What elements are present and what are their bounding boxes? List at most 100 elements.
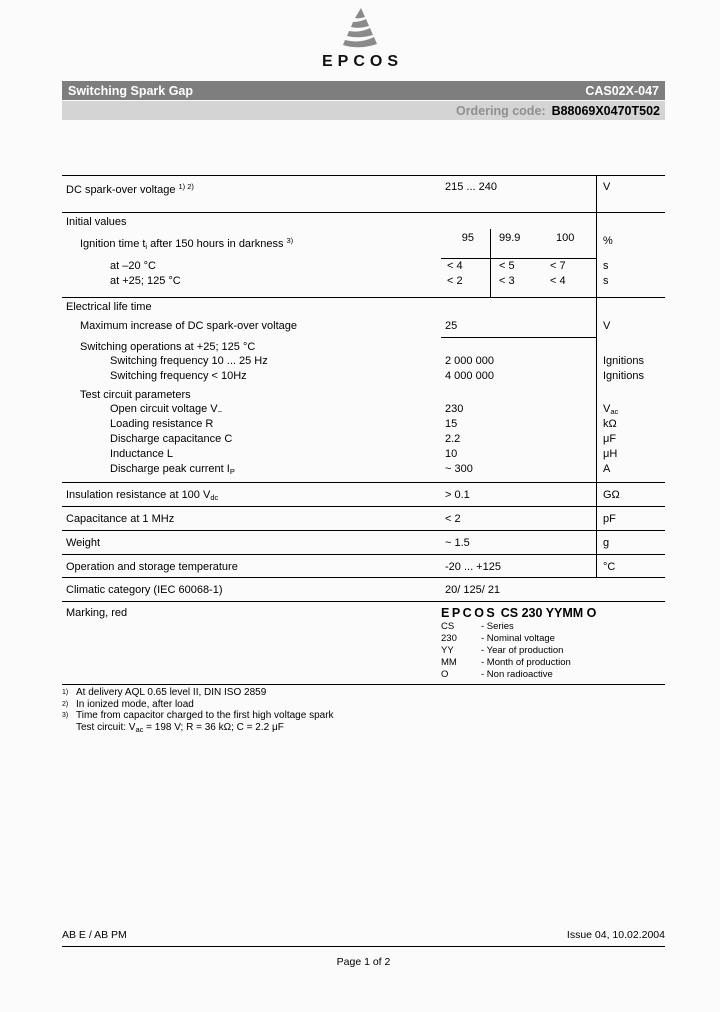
row-unit: V (596, 315, 665, 338)
footer-department: AB E / AB PM (62, 929, 127, 941)
row-value: 2 000 000 (445, 355, 494, 367)
row-unit (596, 578, 665, 601)
table-row-open-circuit-voltage: Open circuit voltage V~ 230 Vac (62, 402, 665, 417)
footer-issue-date: Issue 04, 10.02.2004 (566, 929, 665, 941)
table-row-switching-ops: Switching operations at +25; 125 °C (62, 338, 665, 354)
row-unit (596, 213, 665, 229)
legend-row: MM - Month of production (441, 657, 665, 669)
legend-key: O (441, 669, 449, 680)
row-unit: °C (596, 555, 665, 577)
label-text: Open circuit voltage V (110, 403, 218, 415)
label-text: after 150 hours in darkness (147, 238, 284, 250)
table-row-ignition-minus20: at –20 °C < 4 < 5 < 7 s (62, 259, 665, 274)
table-row-weight: Weight ~ 1.5 g (62, 530, 665, 554)
marking-code-rest: CS 230 YYMM O (500, 606, 597, 620)
footnote-marker: 1) (62, 689, 69, 696)
footnote-subscript: ac (135, 724, 144, 734)
label-text: Loading resistance R (110, 418, 214, 430)
value-cell: < 4 (447, 260, 463, 272)
row-unit: % (596, 229, 665, 259)
row-label: Climatic category (IEC 60068-1) (66, 584, 223, 596)
row-unit: Ignitions (596, 369, 665, 384)
label-text: Discharge capacitance C (110, 433, 233, 445)
legend-key: YY (441, 645, 454, 656)
footer-line: AB E / AB PM Issue 04, 10.02.2004 (62, 929, 665, 947)
legend-key: MM (441, 657, 457, 668)
footnote-3-continuation: Test circuit: Vac = 198 V; R = 36 kΩ; C … (62, 722, 665, 736)
table-row-insulation-resistance: Insulation resistance at 100 Vdc > 0.1 G… (62, 482, 665, 506)
row-label: Inductance L (62, 447, 441, 462)
legend-row: YY - Year of production (441, 645, 665, 657)
title-bar: Switching Spark Gap CAS02X-047 (62, 81, 665, 100)
legend-desc: - Nominal voltage (481, 633, 555, 644)
footnote-marker: 3) (62, 712, 69, 719)
epcos-logo: EPCOS (0, 8, 720, 71)
row-label: Switching frequency < 10Hz (110, 370, 247, 382)
marking-brand: EPCOS (441, 606, 498, 620)
row-value (441, 384, 596, 402)
table-row-discharge-capacitance: Discharge capacitance C 2.2 μF (62, 432, 665, 447)
table-row-test-circuit-heading: Test circuit parameters (62, 384, 665, 402)
ordering-code-value: B88069X0470T502 (551, 103, 660, 118)
row-value (441, 338, 596, 354)
unit-subscript: ac (610, 407, 619, 416)
label-subscript: i (145, 242, 148, 251)
section-heading-initial-values: Initial values (62, 212, 665, 229)
legend-key: 230 (441, 633, 457, 644)
row-label: Loading resistance R (62, 417, 441, 432)
row-label: at –20 °C (110, 260, 156, 272)
row-label: Maximum increase of DC spark-over voltag… (80, 320, 298, 332)
legend-desc: - Year of production (481, 645, 564, 656)
label-subscript: dc (210, 493, 219, 502)
value-cell: < 5 (490, 259, 538, 274)
label-text: Insulation resistance at 100 V (66, 489, 211, 501)
legend-desc: - Non radioactive (481, 669, 553, 680)
ordering-bar: Ordering code: B88069X0470T502 (62, 101, 665, 120)
legend-row: CS - Series (441, 621, 665, 633)
row-unit: Ignitions (596, 354, 665, 369)
row-value: 15 (445, 418, 458, 430)
footnote-1: 1) At delivery AQL 0.65 level II, DIN IS… (62, 687, 665, 699)
row-unit: pF (596, 507, 665, 530)
value-cell: < 3 (490, 274, 538, 297)
footnote-text: = 198 V; R = 36 kΩ; C = 2.2 μF (143, 721, 284, 733)
table-row-max-increase: Maximum increase of DC spark-over voltag… (62, 315, 665, 338)
legend-key: CS (441, 621, 455, 632)
row-value: 25 (441, 315, 596, 338)
table-row-capacitance: Capacitance at 1 MHz < 2 pF (62, 506, 665, 530)
footnote-ref: 3) (286, 236, 294, 245)
label-text: Ignition time t (80, 238, 146, 250)
row-label: Discharge capacitance C (62, 432, 441, 447)
row-value: < 2 (445, 513, 461, 525)
footnote-text: Time from capacitor charged to the first… (76, 710, 334, 721)
section-heading-electrical-life: Electrical life time (62, 297, 665, 315)
marking-legend: CS - Series 230 - Nominal voltage YY - Year… (441, 621, 665, 681)
legend-row: 230 - Nominal voltage (441, 633, 665, 645)
epcos-tree-icon (343, 8, 377, 48)
unit-text: A (603, 463, 611, 475)
table-row-inductance: Inductance L 10 μH (62, 447, 665, 462)
row-label: Weight (62, 531, 441, 554)
row-value: ~ 300 (445, 463, 473, 475)
row-label: Ignition time ti after 150 hours in dark… (62, 229, 441, 259)
label-text: Weight (66, 537, 101, 549)
row-values: < 4 < 5 < 7 (441, 259, 596, 274)
row-label: Marking, red (66, 607, 128, 619)
row-label: Operation and storage temperature (62, 555, 441, 577)
label-text: Operation and storage temperature (66, 561, 238, 573)
table-row-discharge-peak-current: Discharge peak current IP ~ 300 A (62, 462, 665, 482)
row-label: Discharge peak current IP (62, 462, 441, 482)
legend-desc: - Series (481, 621, 514, 632)
unit-text: V (603, 403, 611, 415)
value-cell: < 7 (550, 260, 566, 272)
table-row-dc-sparkover: DC spark-over voltage 1) 2) 215 ... 240 … (62, 176, 665, 212)
row-value (441, 298, 596, 315)
row-unit: A (596, 462, 665, 482)
page-footer: AB E / AB PM Issue 04, 10.02.2004 Page 1… (62, 929, 665, 968)
row-value (441, 213, 596, 229)
row-label: Switching frequency 10 ... 25 Hz (110, 355, 268, 367)
row-value: -20 ... +125 (445, 561, 501, 573)
row-unit (596, 384, 665, 402)
unit-text: μH (603, 448, 618, 460)
